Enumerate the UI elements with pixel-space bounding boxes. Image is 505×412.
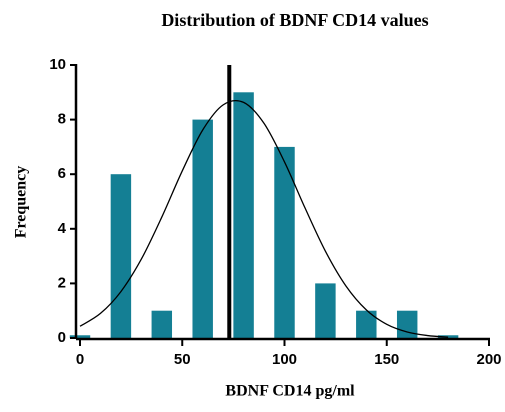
bar <box>192 119 213 338</box>
y-tick-label: 2 <box>58 274 66 291</box>
x-tick-label: 150 <box>374 351 399 368</box>
bar <box>69 335 91 338</box>
y-axis-label: Frequency <box>13 166 30 239</box>
bar <box>110 174 132 338</box>
x-tick-label: 200 <box>476 351 501 368</box>
x-axis-label: BDNF CD14 pg/ml <box>225 383 355 400</box>
y-tick-label: 4 <box>58 220 67 237</box>
bar <box>233 92 254 338</box>
y-tick-label: 0 <box>58 329 66 346</box>
y-tick-label: 10 <box>49 56 66 73</box>
y-tick-label: 6 <box>58 165 66 182</box>
y-tick-label: 8 <box>58 111 66 128</box>
bar <box>315 283 336 338</box>
x-tick-label: 0 <box>76 351 84 368</box>
x-tick-label: 100 <box>272 351 297 368</box>
chart-title: Distribution of BDNF CD14 values <box>161 10 428 30</box>
bar <box>274 146 295 338</box>
normal-curve <box>79 99 449 338</box>
bar <box>151 310 173 338</box>
x-tick-label: 50 <box>174 351 191 368</box>
bar <box>356 310 377 338</box>
